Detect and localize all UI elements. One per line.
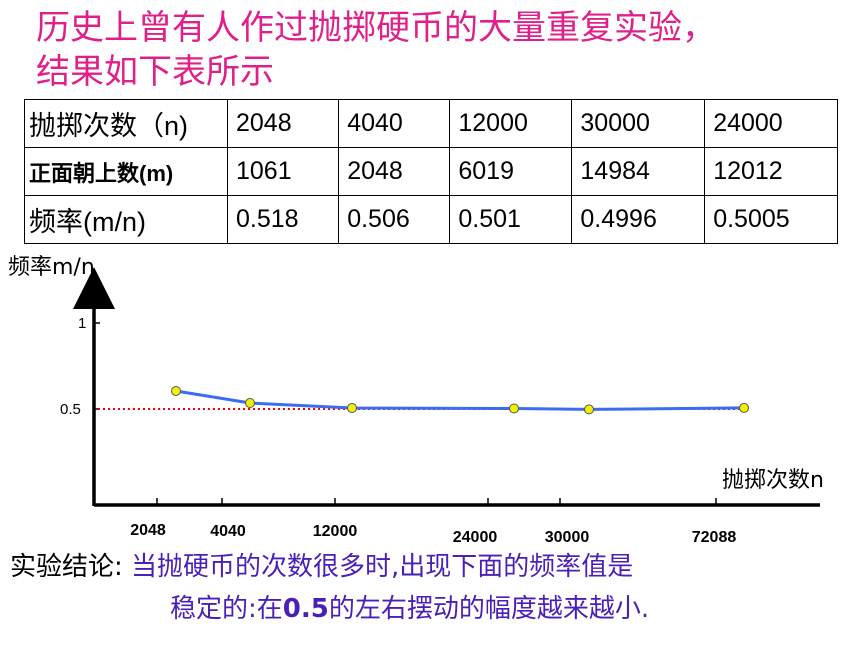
- slide-title: 历史上曾有人作过抛掷硬币的大量重复实验， 结果如下表所示: [36, 6, 836, 94]
- y-axis-label: 频率m/n: [8, 255, 95, 280]
- table-cell: 2048: [338, 147, 451, 196]
- series-line: [175, 389, 745, 411]
- table-cell: 2048: [226, 99, 340, 148]
- table-cell: 0.506: [338, 195, 451, 244]
- table-cell: 1061: [226, 147, 340, 196]
- table-cell: 12000: [449, 99, 573, 148]
- conclusion-text-2b: 的左右摆动的幅度越来越小.: [328, 594, 650, 624]
- results-table: 抛掷次数（n) 2048 4040 12000 30000 24000 正面朝上…: [24, 99, 838, 244]
- table-cell: 24000: [704, 99, 838, 148]
- y-tick-label-1: 1: [78, 315, 86, 332]
- conclusion-label: 实验结论:: [10, 552, 123, 582]
- conclusion-highlight: 0.5: [282, 594, 329, 624]
- row-header-frequency: 频率(m/n): [24, 195, 228, 244]
- table-cell: 14984: [571, 147, 706, 196]
- table-cell: 0.518: [226, 195, 340, 244]
- title-line-2: 结果如下表所示: [36, 52, 274, 92]
- conclusion-line-1: 实验结论: 当抛硬币的次数很多时,出现下面的频率值是: [10, 546, 649, 588]
- x-tick-label: 4040: [210, 523, 246, 540]
- data-point: [245, 398, 255, 408]
- x-tick-label: 2048: [130, 522, 166, 539]
- data-point: [171, 386, 181, 396]
- conclusion-text-2a: 稳定的:在: [170, 594, 283, 624]
- table-cell: 6019: [449, 147, 573, 196]
- data-point: [739, 402, 749, 413]
- table-cell: 4040: [338, 99, 451, 148]
- table-row-tosses: 抛掷次数（n) 2048 4040 12000 30000 24000: [24, 99, 838, 148]
- x-tick-label: 12000: [313, 523, 358, 540]
- title-line-1: 历史上曾有人作过抛掷硬币的大量重复实验，: [36, 8, 716, 48]
- conclusion-line-2: 稳定的:在0.5的左右摆动的幅度越来越小.: [10, 588, 649, 630]
- x-tick-label: 30000: [545, 529, 590, 546]
- table-cell: 0.5005: [704, 195, 838, 244]
- frequency-chart: 频率m/n 抛掷次数n 1 0.5 2048 4040 12000 24000 3000…: [8, 255, 824, 546]
- conclusion-text-1: 当抛硬币的次数很多时,出现下面的频率值是: [131, 552, 634, 582]
- table-cell: 0.501: [449, 195, 573, 244]
- data-point: [584, 404, 594, 415]
- row-header-heads: 正面朝上数(m): [24, 147, 228, 196]
- table-cell: 30000: [571, 99, 706, 148]
- x-tick-label: 72088: [692, 529, 737, 546]
- data-point: [347, 403, 357, 413]
- row-header-tosses: 抛掷次数（n): [24, 99, 228, 148]
- table-row-frequency: 频率(m/n) 0.518 0.506 0.501 0.4996 0.5005: [24, 195, 838, 244]
- data-point: [509, 403, 519, 414]
- table-cell: 12012: [704, 147, 838, 196]
- table-cell: 0.4996: [571, 195, 706, 244]
- x-tick-label: 24000: [453, 529, 498, 546]
- table-row-heads: 正面朝上数(m) 1061 2048 6019 14984 12012: [24, 147, 838, 196]
- x-axis-label: 抛掷次数n: [722, 468, 824, 493]
- conclusion: 实验结论: 当抛硬币的次数很多时,出现下面的频率值是 稳定的:在0.5的左右摆动…: [10, 546, 649, 630]
- y-tick-label-05: 0.5: [60, 401, 81, 418]
